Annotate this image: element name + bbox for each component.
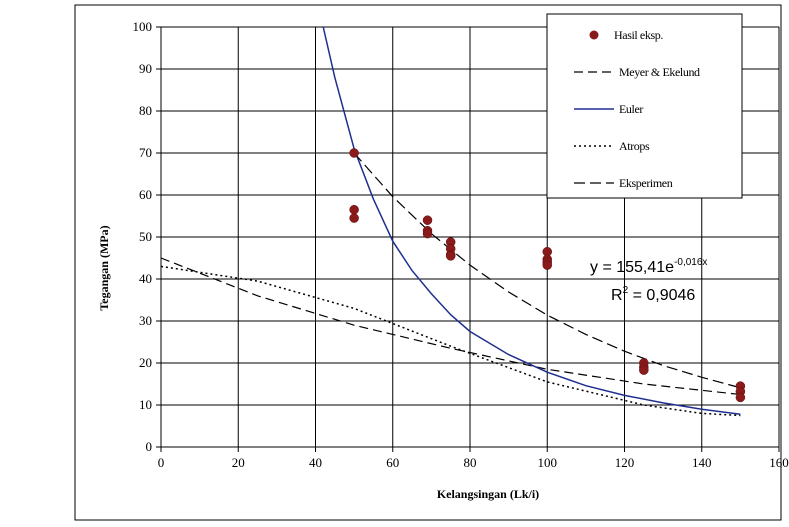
y-tick-label: 20 — [139, 355, 152, 370]
trendline-equation: y = 155,41e-0,016x — [590, 257, 707, 276]
legend: Hasil eksp. Meyer & Ekelund Euler Atrops Eks… — [546, 13, 743, 199]
series-line-meyer-ekelund — [160, 257, 741, 396]
legend-label: Meyer & Ekelund — [619, 65, 700, 79]
data-point — [639, 365, 649, 375]
y-tick-label: 30 — [139, 313, 152, 328]
data-point — [445, 251, 456, 261]
y-tick-label: 70 — [139, 145, 152, 160]
data-point — [349, 148, 359, 158]
r2-value: = 0,9046 — [628, 287, 695, 304]
y-tick-label: 0 — [146, 439, 153, 454]
data-point — [422, 228, 433, 239]
x-axis-title: Kelangsingan (Lk/i) — [437, 487, 539, 501]
y-tick-label: 100 — [133, 19, 153, 34]
legend-label: Atrops — [619, 139, 650, 153]
legend-marker — [589, 30, 599, 40]
data-point — [349, 213, 359, 223]
r2-prefix: R — [611, 287, 623, 304]
data-point — [349, 204, 359, 215]
x-tick-label: 60 — [386, 455, 399, 470]
data-point — [422, 215, 433, 225]
y-tick-label: 50 — [139, 229, 152, 244]
equation-base: y = 155,41e — [590, 259, 674, 276]
x-tick-label: 0 — [158, 455, 165, 470]
x-tick-label: 140 — [692, 455, 712, 470]
y-axis-title: Tegangan (MPa) — [97, 225, 111, 310]
equation-exponent: -0,016x — [674, 257, 707, 268]
x-tick-label: 100 — [538, 455, 558, 470]
legend-box — [546, 13, 743, 199]
x-tick-label: 120 — [615, 455, 635, 470]
y-tick-label: 90 — [139, 61, 152, 76]
x-tick-label: 40 — [309, 455, 322, 470]
y-tick-label: 80 — [139, 103, 152, 118]
legend-label: Hasil eksp. — [614, 28, 663, 42]
axis-layer: 0 20 40 60 80 100 120 140 160 0 10 20 30 40 50 60 70 80 90… — [133, 19, 789, 470]
y-tick-label: 60 — [139, 187, 152, 202]
series-layer — [160, 26, 746, 417]
r2-superscript: 2 — [623, 285, 629, 296]
x-tick-label: 160 — [769, 455, 789, 470]
x-tick-label: 20 — [232, 455, 245, 470]
series-line-euler — [322, 26, 741, 415]
r-squared: R2 = 0,9046 — [611, 285, 695, 304]
series-line-eksperimen — [353, 152, 741, 389]
legend-label: Euler — [619, 102, 643, 116]
legend-items: Hasil eksp. Meyer & Ekelund Euler Atrops Eks… — [574, 28, 700, 190]
data-point — [542, 260, 552, 270]
legend-label: Eksperimen — [619, 176, 673, 190]
y-tick-label: 40 — [139, 271, 152, 286]
data-point — [735, 392, 746, 403]
y-tick-label: 10 — [139, 397, 152, 412]
x-tick-label: 80 — [464, 455, 477, 470]
